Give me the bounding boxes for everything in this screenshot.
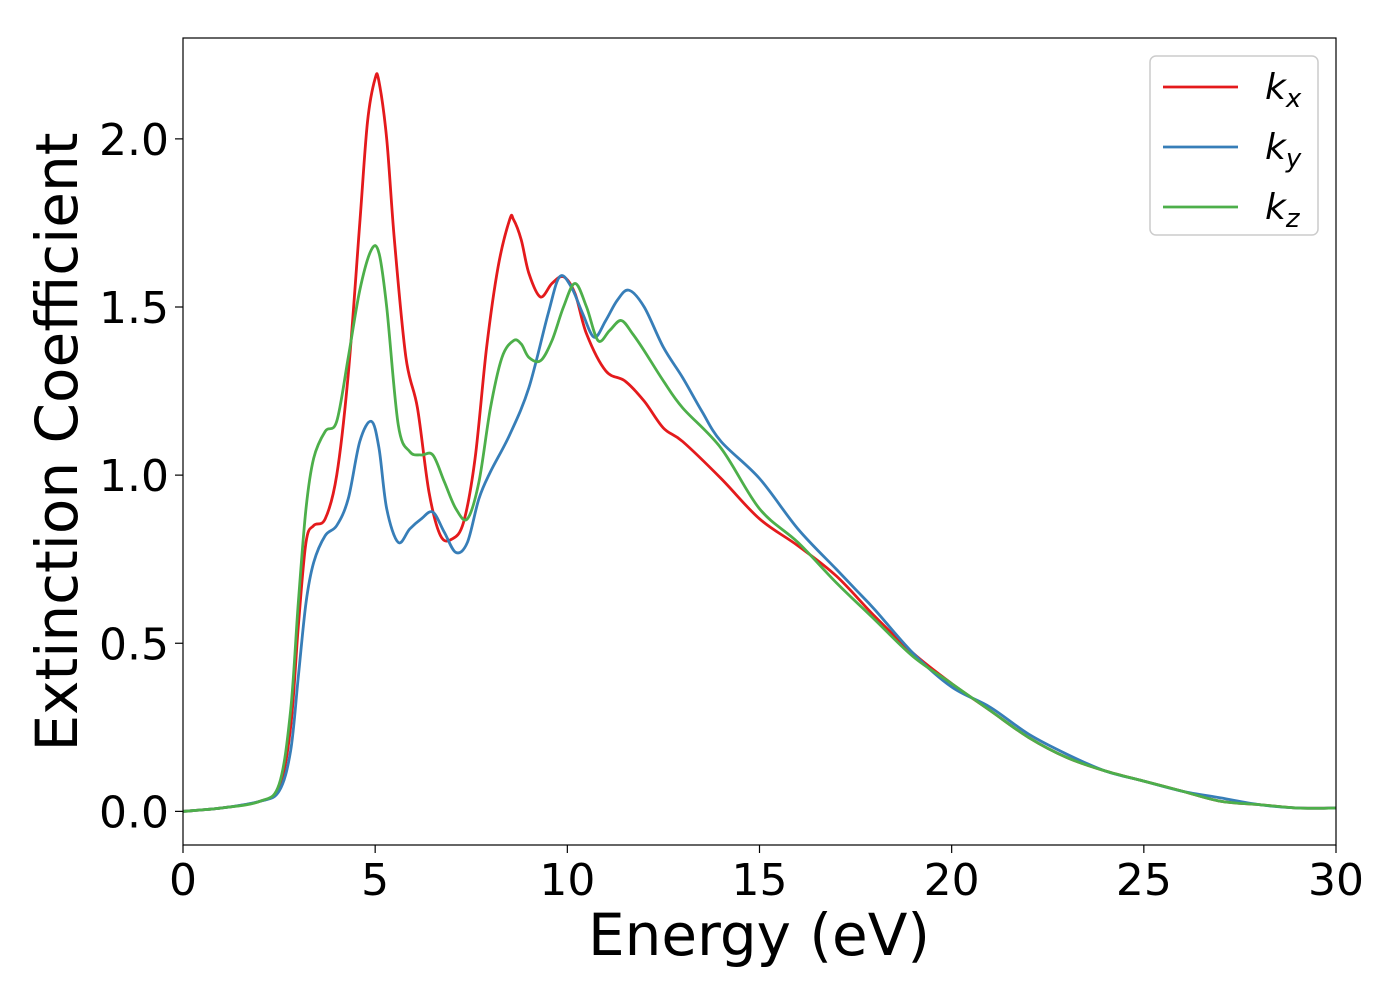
x-tick-label: 15 [732,855,788,906]
x-tick-label: 20 [924,855,980,906]
x-tick-label: 30 [1308,855,1364,906]
legend-label-subscript: x [1285,84,1302,114]
y-tick-label: 0.5 [99,619,169,670]
y-tick-label: 0.0 [99,787,169,838]
y-tick-label: 1.0 [99,451,169,502]
legend-label-y: ky [1265,127,1302,174]
legend-label-subscript: z [1285,204,1301,234]
y-axis-label: Extinction Coefficient [23,133,91,752]
x-tick-label: 25 [1116,855,1172,906]
series-line-y [182,274,1337,813]
legend-label-subscript: y [1285,144,1302,174]
legend-label-x: kx [1265,67,1302,114]
y-tick-label: 2.0 [99,115,169,166]
x-tick-label: 10 [539,855,595,906]
legend-label-base: k [1265,67,1288,108]
legend-label-base: k [1265,187,1288,228]
series-line-z [182,244,1337,813]
y-tick-label: 1.5 [99,283,169,334]
axis-ticks: 0 5 10 15 20 25 30 0.0 0.5 1.0 1.5 2.0 [99,115,1364,906]
x-axis-label: Energy (eV) [588,901,930,969]
legend-label-z: kz [1265,187,1301,234]
legend-box [1149,55,1319,236]
legend-label-base: k [1265,127,1288,168]
x-tick-label: 5 [361,855,389,906]
x-tick-label: 0 [169,855,197,906]
plot-lines [182,72,1337,813]
plot-frame [182,37,1337,846]
